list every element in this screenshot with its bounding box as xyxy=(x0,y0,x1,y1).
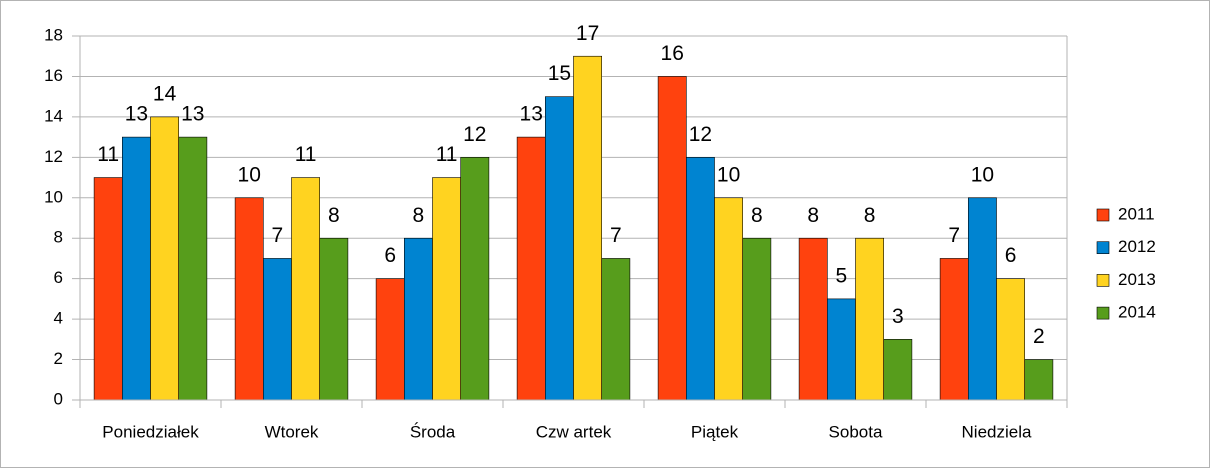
bar xyxy=(714,197,744,401)
data-label: 8 xyxy=(328,204,340,227)
x-tick-label: Środa xyxy=(410,422,456,441)
data-label: 11 xyxy=(295,143,317,166)
data-label: 16 xyxy=(661,42,684,65)
y-tick-label: 6 xyxy=(54,268,63,287)
bar xyxy=(150,116,180,401)
bar xyxy=(996,278,1026,401)
data-label: 8 xyxy=(807,204,819,227)
data-label: 11 xyxy=(97,143,119,166)
x-tick-label: Niedziela xyxy=(962,422,1032,441)
x-tick-label: Wtorek xyxy=(265,422,319,441)
y-tick-label: 0 xyxy=(54,389,63,408)
data-label: 8 xyxy=(864,204,876,227)
legend-swatch xyxy=(1096,208,1110,222)
bar xyxy=(657,76,687,401)
data-label: 13 xyxy=(520,103,543,126)
data-label: 10 xyxy=(971,163,994,186)
bar xyxy=(319,237,349,401)
data-label: 6 xyxy=(384,244,396,267)
bar xyxy=(291,177,321,401)
y-tick-label: 16 xyxy=(44,66,63,85)
bar xyxy=(544,96,574,401)
data-label: 6 xyxy=(1005,244,1017,267)
bar xyxy=(573,55,603,401)
data-label: 7 xyxy=(272,224,284,247)
x-tick-label: Poniedziałek xyxy=(102,422,199,441)
legend-label: 2013 xyxy=(1118,270,1156,289)
bar xyxy=(93,177,123,401)
data-label: 8 xyxy=(413,204,425,227)
legend-label: 2012 xyxy=(1118,237,1156,256)
legend-label: 2011 xyxy=(1118,204,1155,223)
data-label: 10 xyxy=(238,163,261,186)
data-label: 7 xyxy=(610,224,622,247)
legend-swatch xyxy=(1096,241,1110,254)
bar xyxy=(234,197,264,401)
legend-label: 2014 xyxy=(1118,303,1156,322)
bar xyxy=(178,136,208,401)
data-label: 2 xyxy=(1033,325,1045,348)
data-label: 5 xyxy=(836,264,848,287)
data-label: 17 xyxy=(576,22,599,45)
data-label: 12 xyxy=(689,123,712,146)
bar xyxy=(826,298,856,401)
bar xyxy=(685,157,715,401)
bar xyxy=(516,136,546,401)
legend-swatch xyxy=(1096,274,1110,287)
y-tick-label: 8 xyxy=(54,228,63,247)
bar xyxy=(798,237,828,401)
data-label: 8 xyxy=(751,204,763,227)
data-label: 11 xyxy=(436,143,458,166)
bar xyxy=(460,157,490,401)
data-label: 10 xyxy=(717,163,740,186)
y-tick-label: 10 xyxy=(44,187,63,206)
bar xyxy=(855,237,885,401)
x-tick-label: Sobota xyxy=(829,422,883,441)
data-label: 7 xyxy=(948,224,960,247)
bar xyxy=(883,339,913,401)
bar xyxy=(403,237,433,401)
legend-swatch xyxy=(1096,306,1110,320)
x-tick-label: Czw artek xyxy=(536,422,612,441)
data-label: 12 xyxy=(463,123,486,146)
y-tick-label: 12 xyxy=(44,147,63,166)
data-label: 14 xyxy=(153,82,177,105)
data-label: 13 xyxy=(181,103,204,126)
bar xyxy=(375,278,405,401)
y-tick-label: 18 xyxy=(44,25,63,44)
y-tick-label: 4 xyxy=(54,309,63,328)
y-tick-label: 2 xyxy=(54,349,63,368)
bar xyxy=(1024,359,1054,401)
bar xyxy=(432,177,462,401)
bar xyxy=(742,237,772,401)
bar xyxy=(601,258,631,401)
data-label: 3 xyxy=(892,305,904,328)
y-tick-label: 14 xyxy=(44,106,63,125)
data-label: 15 xyxy=(548,62,571,85)
bar xyxy=(939,258,969,401)
x-tick-label: Piątek xyxy=(691,422,739,441)
data-label: 13 xyxy=(125,103,148,126)
bar xyxy=(262,258,292,401)
bar xyxy=(967,197,997,401)
bar xyxy=(122,136,151,401)
